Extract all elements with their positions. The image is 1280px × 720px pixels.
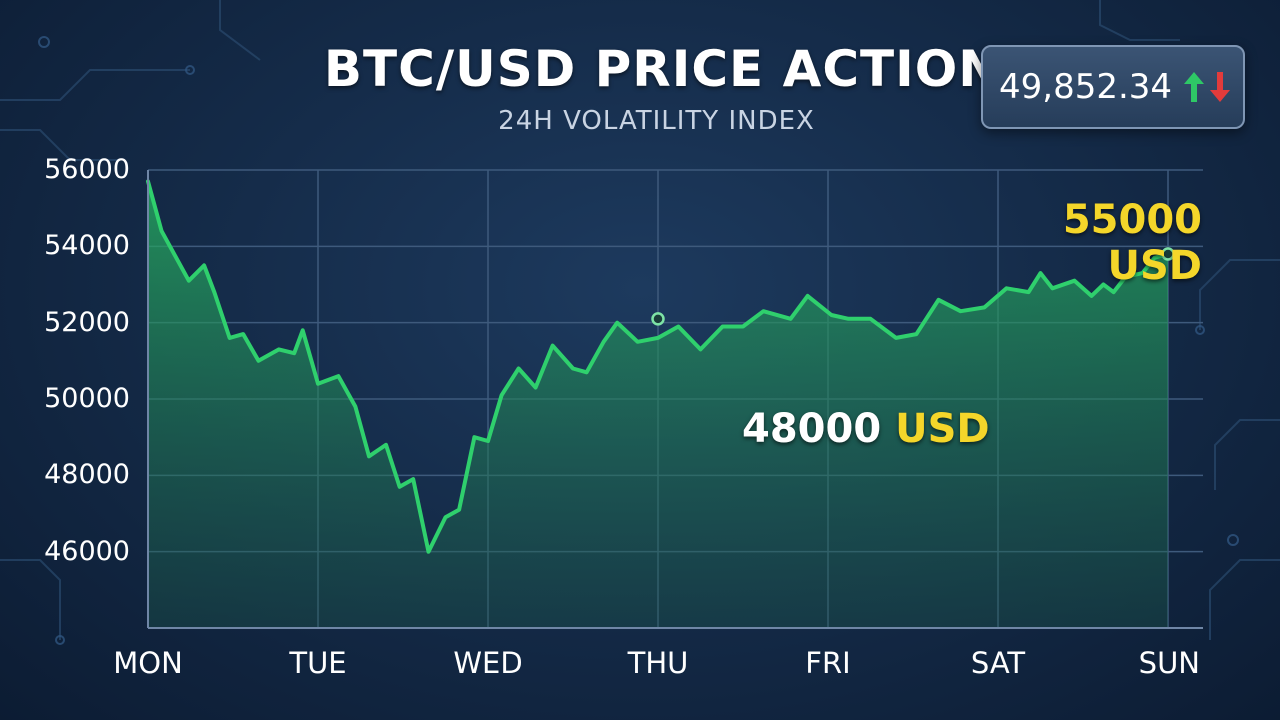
x-tick-label: MON [113, 646, 183, 680]
y-tick-label: 54000 [44, 230, 130, 262]
y-tick-label: 52000 [44, 306, 130, 338]
price-ticker-box: 49,852.34 [981, 45, 1245, 129]
price-marker-point [1161, 247, 1175, 261]
y-tick-label: 48000 [44, 459, 130, 491]
price-markers [651, 247, 1175, 326]
x-tick-label: WED [453, 646, 523, 680]
x-tick-label: THU [627, 646, 689, 680]
y-tick-label: 50000 [44, 383, 130, 414]
chart-title: BTC/USD PRICE ACTION [323, 40, 1002, 98]
price-marker-point [651, 312, 665, 326]
price-area-fill [148, 181, 1168, 628]
arrow-up-icon [1184, 72, 1205, 102]
annotation-top-price: 55000 USD [1062, 197, 1202, 289]
annotation-mid-unit: USD [895, 406, 990, 452]
chart-subtitle: 24H VOLATILITY INDEX [498, 106, 815, 136]
y-tick-label: 46000 [44, 535, 130, 567]
ticker-price-value: 49,852.34 [999, 67, 1173, 107]
x-tick-label: SAT [970, 646, 1026, 680]
arrow-down-icon [1210, 72, 1231, 102]
x-tick-label: SUN [1138, 646, 1200, 680]
price-line [146, 179, 1170, 554]
x-tick-label: FRI [805, 646, 851, 680]
annotation-mid-value: 48000 [742, 406, 882, 452]
y-tick-label: 56000 [44, 154, 130, 185]
annotation-mid-price: 48000 USD [742, 406, 990, 452]
x-tick-label: TUE [289, 646, 347, 680]
